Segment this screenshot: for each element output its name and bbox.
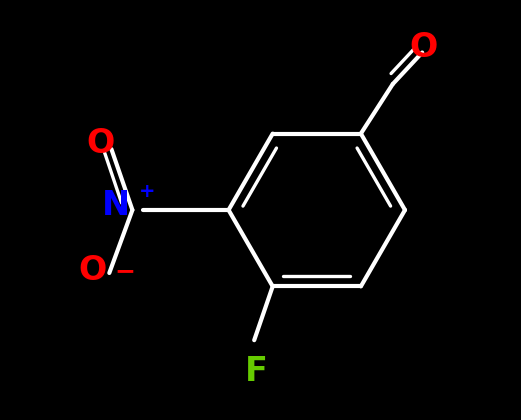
Text: −: − <box>115 259 136 283</box>
Text: O: O <box>410 32 438 64</box>
Text: +: + <box>139 181 155 201</box>
Text: O: O <box>86 127 114 160</box>
Text: F: F <box>245 355 268 388</box>
Text: O: O <box>78 255 107 287</box>
Text: N: N <box>102 189 130 222</box>
